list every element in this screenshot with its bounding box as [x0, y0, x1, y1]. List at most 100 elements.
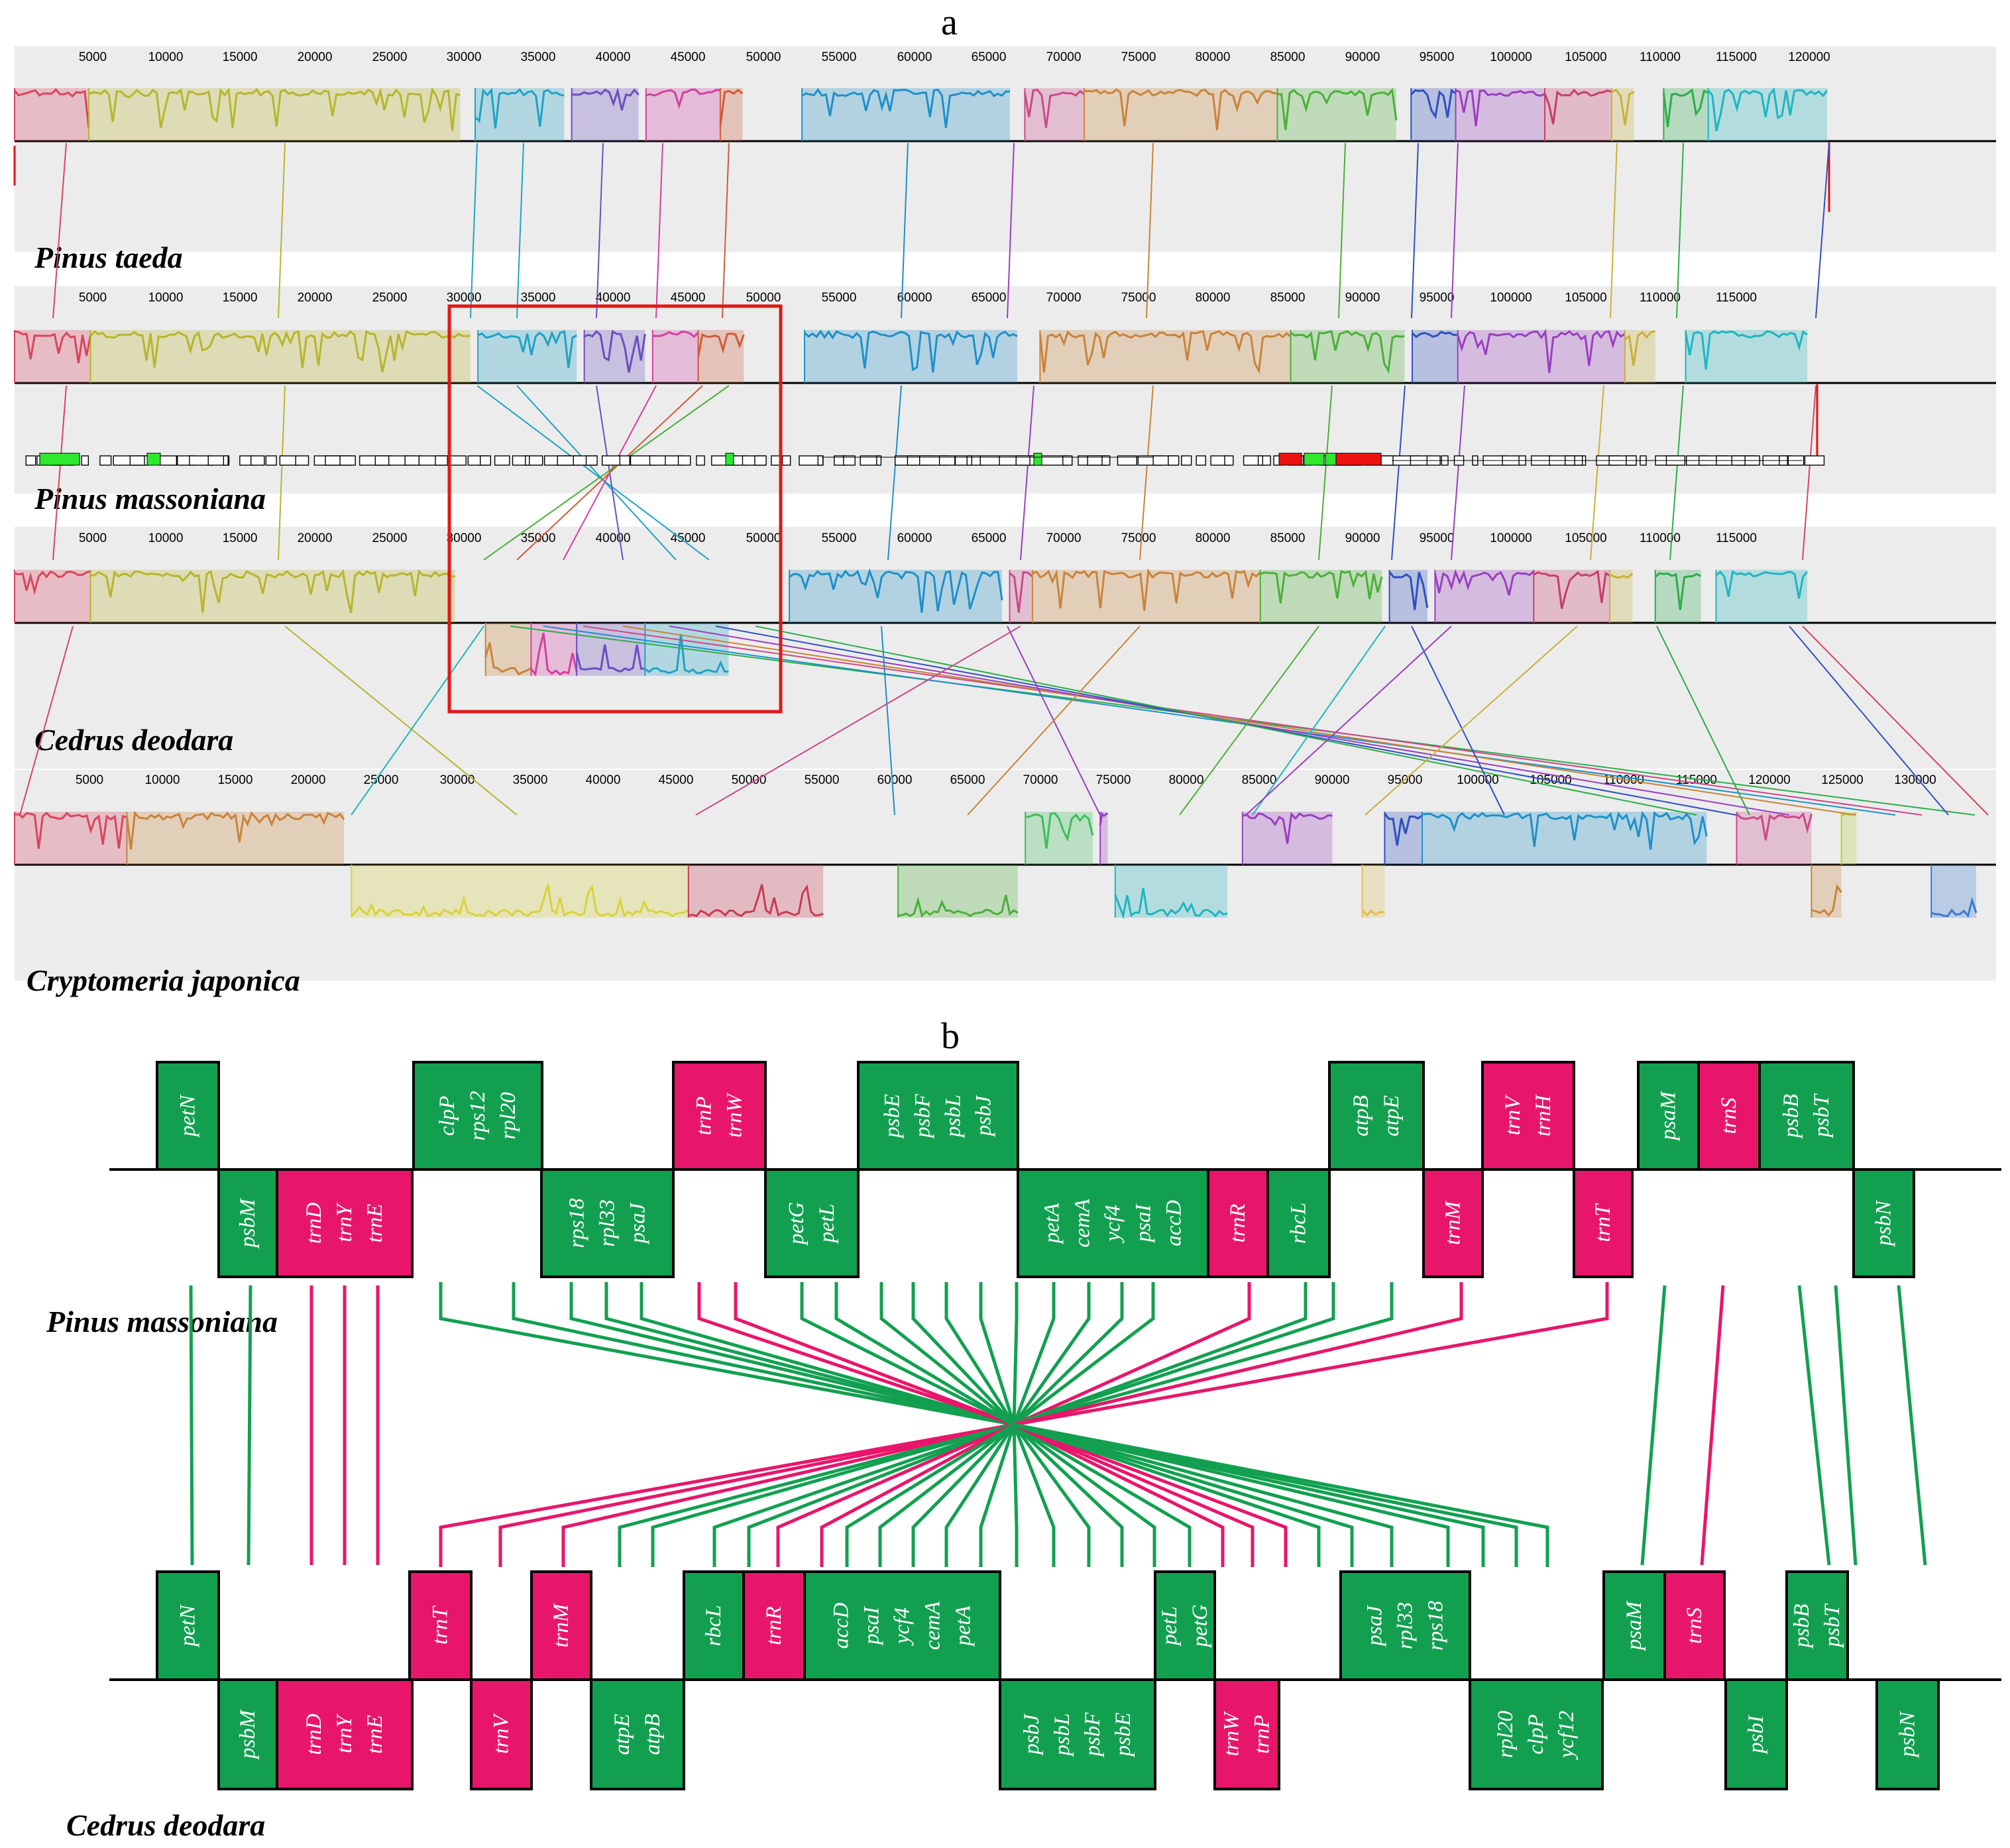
tick-label: 50000 — [746, 50, 781, 64]
tick-label: 125000 — [1821, 773, 1863, 787]
gene-block-psaJ-group: psaJ rpl33 rps18 — [1339, 1570, 1471, 1681]
synteny-connector — [911, 1282, 1015, 1426]
gene-block-petA-group: petA cemA ycf4 psaI accD — [1017, 1168, 1209, 1278]
gene-feature — [1804, 455, 1825, 466]
lcb-similarity-profile — [1930, 897, 1978, 918]
lcb-block — [1543, 88, 1612, 141]
gene-label: atpE — [1380, 1095, 1404, 1136]
gene-label: psbE — [1111, 1713, 1135, 1758]
tick-label: 85000 — [1270, 50, 1306, 64]
gene-label: ycf4 — [1101, 1205, 1125, 1244]
gene-label: trnV — [490, 1712, 514, 1754]
lcb-similarity-profile — [1811, 884, 1842, 917]
lcb-similarity-profile — [1654, 572, 1702, 610]
lcb-connector — [516, 385, 677, 561]
lcb-similarity-profile — [14, 330, 92, 364]
gene-label: petL — [815, 1204, 839, 1244]
gene-label: trnM — [549, 1603, 573, 1648]
lcb-block — [88, 87, 461, 141]
lcb-similarity-profile — [1685, 330, 1808, 370]
tick-label: 115000 — [1716, 291, 1757, 305]
lcb-block — [1930, 865, 1978, 918]
gene-block-box — [1017, 1168, 1209, 1278]
tick-label: 70000 — [1046, 50, 1082, 64]
lcb-similarity-profile — [1260, 570, 1383, 604]
gene-block-trnR: trnR — [1207, 1168, 1269, 1278]
tick-label: 95000 — [1420, 291, 1455, 305]
tick-label: 40000 — [596, 291, 631, 305]
tick-label: 115000 — [1716, 531, 1757, 545]
tick-label: 70000 — [1046, 291, 1082, 305]
gene-label: psbN — [1896, 1711, 1920, 1759]
tick-label: 80000 — [1196, 291, 1231, 305]
gene-feature — [696, 455, 705, 466]
gene-feature — [1117, 455, 1137, 466]
synteny-connector — [1013, 1423, 1354, 1567]
tick-label: 20000 — [298, 531, 333, 545]
tick-label: 75000 — [1121, 50, 1156, 64]
tick-label: 15000 — [218, 773, 253, 787]
lcb-similarity-profile — [1388, 571, 1429, 610]
lcb-connector — [1656, 625, 1750, 816]
gene-label: psbL — [942, 1095, 966, 1138]
tick-label: 15000 — [223, 50, 258, 64]
tick-label: 30000 — [447, 531, 482, 545]
gene-block-box — [1422, 1168, 1484, 1278]
synteny-connector — [879, 1282, 1015, 1426]
tick-label: 30000 — [440, 773, 475, 787]
lcb-similarity-profile — [88, 87, 461, 131]
tick-label: 40000 — [586, 773, 621, 787]
lcb-similarity-profile — [1084, 88, 1278, 131]
gene-label: petA — [1040, 1203, 1064, 1244]
lcb-block-fill — [1736, 812, 1812, 865]
tick-label: 10000 — [148, 291, 184, 305]
panel-b-gene-rearrangement: petN clpP rps12 rpl20 trnP trnW psbE psbF psbL ps… — [46, 1061, 2001, 1842]
gene-label: clpP — [435, 1096, 459, 1136]
lcb-similarity-profile — [1662, 88, 1709, 127]
gene-label: trnT — [429, 1605, 453, 1645]
lcb-connector — [655, 142, 663, 319]
lcb-block — [1099, 812, 1109, 865]
lcb-block — [351, 865, 689, 918]
synteny-connector — [820, 1423, 1015, 1567]
gene-block-box — [276, 1168, 414, 1278]
tick-label: 20000 — [298, 50, 333, 64]
lcb-similarity-profile — [801, 87, 1011, 129]
gene-block-box — [683, 1570, 745, 1681]
gene-feature — [1243, 455, 1271, 466]
gene-feature — [265, 455, 277, 466]
gene-block-psbN: psbN — [1875, 1678, 1940, 1790]
gene-block-atpE-group: atpE atpB — [590, 1678, 685, 1790]
lcb-connector — [755, 625, 1697, 816]
tick-label: 30000 — [447, 50, 482, 64]
gene-feature-highlight — [1033, 453, 1042, 466]
synteny-connector — [1012, 1282, 1091, 1426]
gene-block-box — [1852, 1168, 1915, 1278]
lcb-similarity-profile — [575, 644, 645, 673]
synteny-connector — [512, 1282, 1015, 1427]
lcb-similarity-profile — [1277, 87, 1398, 131]
gene-block-box — [857, 1061, 1019, 1171]
lcb-similarity-profile — [1025, 812, 1094, 849]
lcb-similarity-profile — [14, 570, 91, 596]
lcb-block-fill — [789, 570, 1003, 623]
gene-label: cemA — [1071, 1199, 1095, 1248]
lcb-connector — [1451, 385, 1465, 561]
tick-label: 15000 — [223, 531, 258, 545]
lcb-connector — [887, 385, 902, 561]
lcb-similarity-profile — [644, 633, 729, 675]
lcb-block — [687, 865, 824, 918]
gene-label: trnR — [1226, 1204, 1250, 1243]
tick-label: 90000 — [1345, 50, 1380, 64]
gene-block-box — [470, 1678, 533, 1790]
lcb-similarity-profile — [1038, 330, 1292, 374]
gene-block-box — [590, 1678, 685, 1790]
synteny-connector — [1013, 1423, 1321, 1567]
gene-feature — [25, 455, 36, 466]
gene-block-trnV-group: trnV trnH — [1481, 1061, 1575, 1171]
gene-feature — [677, 455, 691, 466]
lcb-block — [14, 330, 92, 383]
lcb-block — [530, 623, 578, 677]
gene-feature — [479, 455, 491, 466]
lcb-block — [1025, 812, 1094, 865]
